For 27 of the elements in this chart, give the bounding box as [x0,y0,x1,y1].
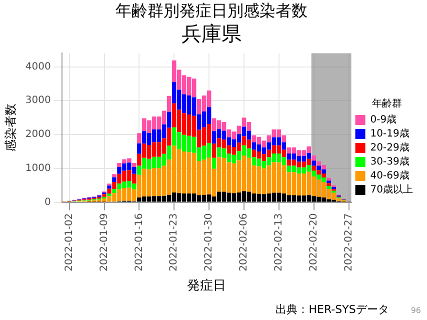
legend-label: 70歳以上 [370,184,414,196]
x-tick-label: 2022-01-02 [64,213,75,272]
source-note: 出典：HER-SYSデータ [276,302,389,317]
legend-label: 40-69歳 [370,170,410,182]
x-tick-label: 2022-02-27 [343,213,354,272]
x-tick-label: 2022-01-16 [134,213,145,272]
x-axis-title: 発症日 [187,278,226,294]
x-tick-label: 2022-02-13 [274,213,285,272]
chart-title: 年齢群別発症日別感染者数 [116,0,308,20]
legend-title: 年齢群 [372,98,402,110]
chart-subtitle: 兵庫県 [182,21,242,46]
y-tick-label: 1000 [25,162,51,174]
y-tick-label: 3000 [25,95,51,106]
legend-label: 0-9歳 [370,114,397,126]
y-tick-label: 2000 [25,129,51,140]
x-tick-label: 2022-02-20 [308,213,320,272]
y-tick-label: 4000 [25,61,51,72]
legend-label: 30-39歳 [370,156,410,168]
x-tick-label: 2022-02-06 [238,213,250,272]
legend-label: 20-29歳 [370,142,410,154]
text: 96 [410,306,421,315]
y-axis-title: 感染者数 [3,104,18,152]
legend-label: 10-19歳 [370,128,410,140]
x-tick-label: 2022-01-09 [98,213,110,272]
x-tick-label: 2022-01-23 [168,213,180,272]
y-tick-label: 0 [44,196,51,208]
x-tick-label: 2022-01-30 [204,213,215,272]
